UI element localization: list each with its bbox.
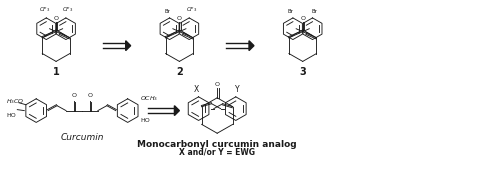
- Text: O: O: [88, 93, 92, 98]
- Text: Br: Br: [164, 9, 170, 14]
- Text: Monocarbonyl curcumin analog: Monocarbonyl curcumin analog: [138, 140, 297, 149]
- Text: $CF_3$: $CF_3$: [186, 5, 197, 14]
- Text: O: O: [214, 82, 220, 87]
- Text: $CF_3$: $CF_3$: [62, 5, 74, 14]
- Polygon shape: [249, 41, 254, 51]
- Text: $OCH_3$: $OCH_3$: [140, 94, 158, 103]
- Polygon shape: [126, 41, 130, 51]
- Text: O: O: [54, 16, 59, 21]
- Text: Y: Y: [236, 85, 240, 94]
- Text: X: X: [194, 85, 199, 94]
- Text: HO: HO: [6, 113, 16, 118]
- Text: O: O: [72, 93, 76, 98]
- Text: O: O: [300, 16, 305, 21]
- Text: X and/or Y = EWG: X and/or Y = EWG: [179, 147, 255, 156]
- Text: 2: 2: [176, 67, 183, 77]
- Text: 3: 3: [300, 67, 306, 77]
- Text: Curcumin: Curcumin: [60, 133, 104, 142]
- Text: $CF_3$: $CF_3$: [38, 5, 50, 14]
- Text: Br: Br: [312, 9, 318, 14]
- Text: Br: Br: [288, 9, 294, 14]
- Polygon shape: [174, 106, 180, 116]
- Text: HO: HO: [140, 119, 150, 124]
- Text: $H_3CO$: $H_3CO$: [6, 97, 25, 106]
- Text: 1: 1: [52, 67, 60, 77]
- Text: O: O: [177, 16, 182, 21]
